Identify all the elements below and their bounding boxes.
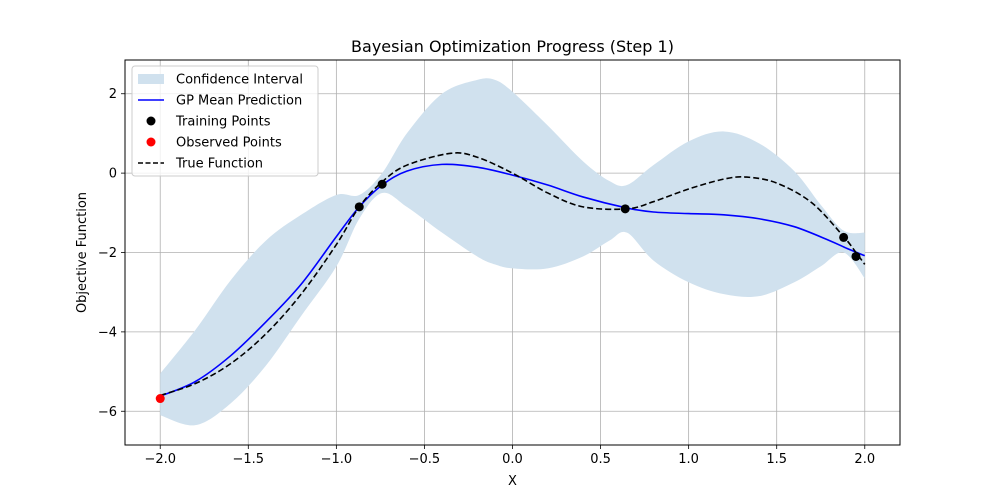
- training-point: [354, 202, 364, 212]
- legend-swatch-observed: [146, 137, 156, 147]
- x-tick-label: −2.0: [144, 452, 176, 467]
- y-tick-label: −2: [98, 246, 117, 261]
- legend-swatch-training: [146, 116, 156, 126]
- training-point: [377, 179, 387, 189]
- x-tick-label: 1.0: [678, 452, 699, 467]
- data-points: [155, 179, 861, 404]
- y-tick-label: 0: [109, 167, 117, 182]
- legend-box: [131, 65, 319, 177]
- x-tick-label: −1.0: [321, 452, 353, 467]
- series-lines: [159, 152, 866, 397]
- x-tick-label: 2.0: [854, 452, 875, 467]
- legend: Confidence Interval GP Mean Prediction Tra…: [131, 65, 319, 177]
- legend-swatch-confidence: [138, 74, 164, 84]
- x-tick-label: 1.5: [766, 452, 787, 467]
- legend-label: Confidence Interval: [176, 73, 303, 88]
- x-tick-label: 0.0: [502, 452, 523, 467]
- chart-title: Bayesian Optimization Progress (Step 1): [351, 37, 674, 56]
- y-tick-label: 2: [109, 87, 117, 102]
- legend-label: Training Points: [175, 115, 271, 130]
- y-axis-label: Objective Function: [75, 192, 90, 313]
- training-point: [620, 204, 630, 214]
- training-point: [851, 251, 861, 261]
- confidence-interval-area: [160, 78, 865, 426]
- legend-label: Observed Points: [176, 136, 282, 151]
- gp-mean-line: [159, 163, 866, 397]
- observed-point: [155, 394, 165, 404]
- axis-ticks: −2.0 −1.5 −1.0 −0.5 0.0 0.5 1.0 1.5 2.0 −6 −4 −2 0 2: [98, 87, 875, 467]
- x-tick-label: 0.5: [590, 452, 611, 467]
- x-tick-label: −1.5: [233, 452, 265, 467]
- y-tick-label: −4: [98, 325, 117, 340]
- x-tick-label: −0.5: [409, 452, 441, 467]
- legend-label: GP Mean Prediction: [176, 94, 302, 109]
- training-point: [839, 232, 849, 242]
- true-function-line: [159, 152, 866, 397]
- x-axis-label: X: [508, 474, 517, 489]
- confidence-interval-band: [160, 78, 865, 426]
- y-tick-label: −6: [98, 405, 117, 420]
- legend-label: True Function: [175, 157, 263, 172]
